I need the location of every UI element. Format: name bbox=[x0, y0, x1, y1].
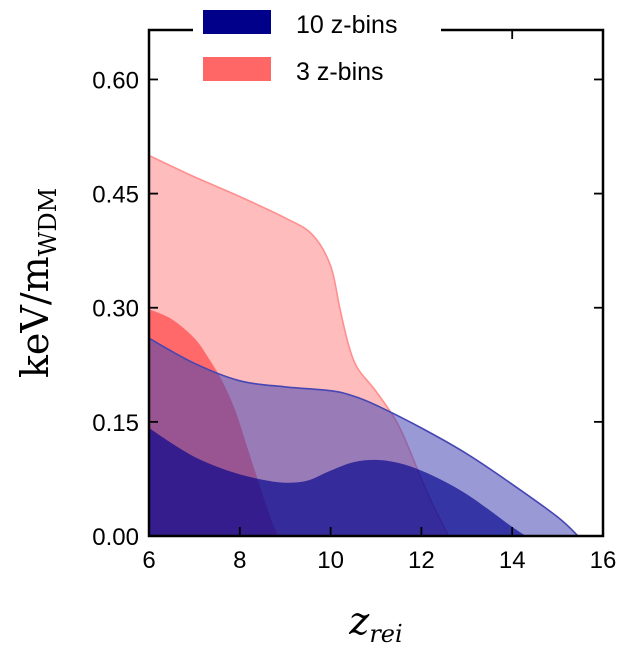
axis-ticks: 6 8 10 12 14 16 0.00 0.15 0.30 0.45 0.60 bbox=[92, 30, 616, 574]
y-tick-label-0.3: 0.30 bbox=[92, 296, 139, 323]
y-axis-label: keV/mWDM bbox=[13, 188, 62, 378]
legend-label-3-z-bins: 3 z-bins bbox=[296, 58, 384, 86]
y-axis-label-sub: WDM bbox=[34, 188, 62, 256]
legend-label-10-z-bins: 10 z-bins bbox=[296, 11, 397, 39]
area-edge-10-z-bins-outer bbox=[149, 337, 579, 536]
x-tick-label-8: 8 bbox=[233, 547, 246, 574]
series-areas bbox=[149, 154, 579, 536]
legend-swatch-3-z-bins bbox=[203, 57, 271, 81]
y-tick-label-0.45: 0.45 bbox=[92, 182, 139, 209]
x-tick-label-12: 12 bbox=[408, 547, 435, 574]
y-tick-label-0.6: 0.60 bbox=[92, 67, 139, 94]
area-10-z-bins-inner bbox=[149, 428, 526, 536]
x-tick-label-16: 16 bbox=[590, 547, 617, 574]
x-axis-label: zrei bbox=[348, 599, 402, 646]
y-axis-label-main: keV/m bbox=[13, 256, 57, 378]
x-tick-label-10: 10 bbox=[317, 547, 344, 574]
x-tick-label-14: 14 bbox=[499, 547, 526, 574]
legend: 10 z-bins 3 z-bins bbox=[193, 4, 441, 96]
y-tick-label-0.15: 0.15 bbox=[92, 410, 139, 437]
x-axis-label-main: z bbox=[348, 599, 370, 643]
legend-swatch-10-z-bins bbox=[203, 10, 271, 34]
y-tick-label-0: 0.00 bbox=[92, 524, 139, 551]
x-axis-label-sub: rei bbox=[369, 620, 402, 646]
x-tick-label-6: 6 bbox=[142, 547, 155, 574]
